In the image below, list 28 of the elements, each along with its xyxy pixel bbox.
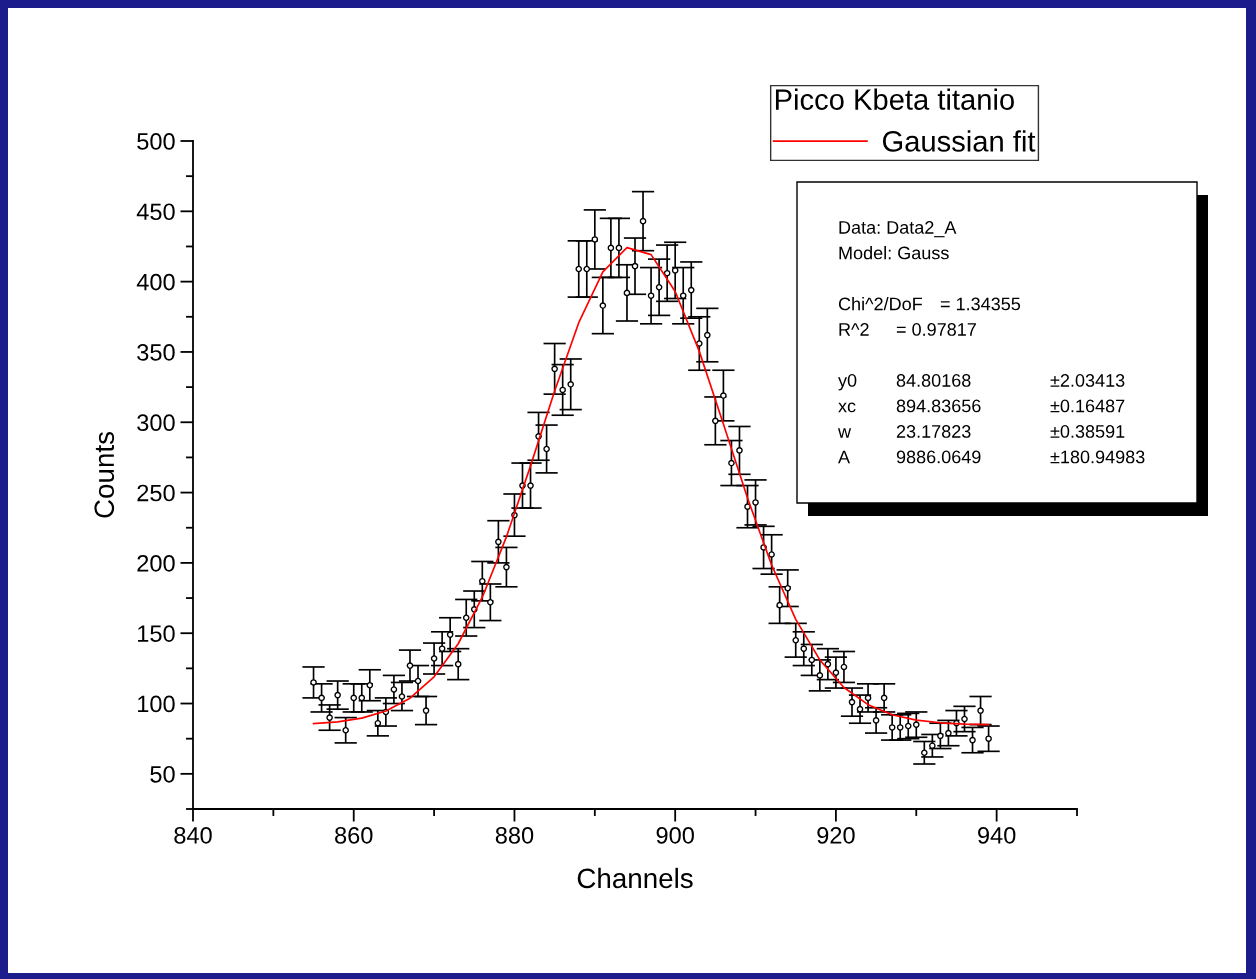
y-tick-label: 500 (137, 133, 175, 150)
x-tick-label: 880 (495, 826, 534, 844)
y-tick-label: 200 (137, 554, 175, 572)
y-tick-label: 250 (137, 484, 175, 502)
text: w 23.17823 ±0.38591 (837, 425, 1125, 438)
y-tick-label: 450 (136, 203, 175, 221)
x-tick-label: 840 (174, 826, 212, 844)
text: xc 894.83656 ±0.16487 (838, 399, 1125, 413)
x-tick-label: 920 (817, 826, 855, 844)
y-tick-label: 150 (138, 625, 175, 642)
y-tick-label: 350 (137, 344, 175, 361)
text: y0 84.80168 ±2.03413 (838, 374, 1125, 391)
y-tick-label: 400 (136, 273, 175, 291)
y-tick-label: 300 (137, 414, 175, 432)
annotation: Data: Data2_A (839, 221, 957, 238)
x-tick-label: 900 (656, 826, 694, 844)
y-tick-label: 50 (150, 765, 175, 783)
x-tick-label: 940 (978, 826, 1016, 844)
annotation: Chi^2/DoF = 1.34355 (838, 297, 1021, 311)
text: R^2 = 0.97817 (839, 323, 976, 336)
legend-label: Gaussian fit (882, 130, 1036, 152)
annotation: Model: Gauss (839, 246, 949, 260)
x-axis-title: Channels (577, 867, 693, 889)
y-tick-label: 100 (138, 695, 175, 713)
x-tick-label: 860 (335, 826, 373, 844)
text: A 9886.0649 ±180.94983 (838, 450, 1145, 464)
legend-title: Picco Kbeta titanio (775, 88, 1014, 110)
y-axis-title: Counts (94, 431, 115, 518)
